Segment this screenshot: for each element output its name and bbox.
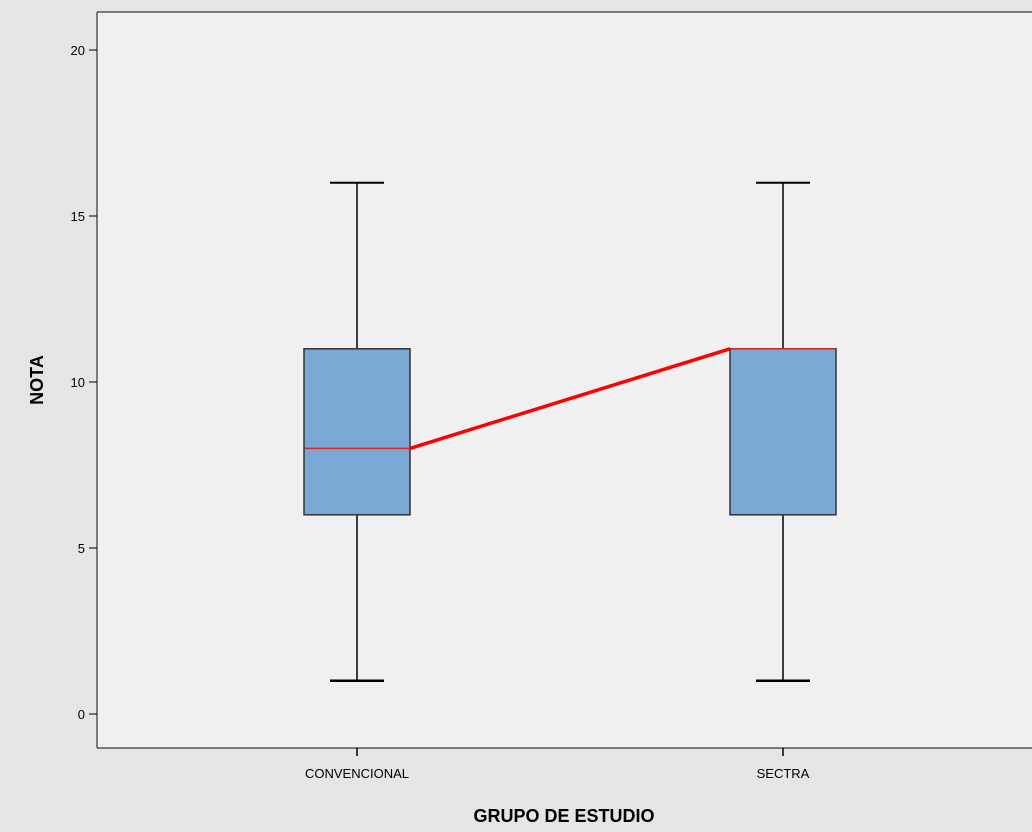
x-ticks: CONVENCIONAL SECTRA [305, 748, 810, 781]
x-tick-label: SECTRA [757, 766, 810, 781]
box-convencional [303, 181, 411, 683]
y-tick-label: 15 [71, 209, 85, 224]
plot-area [97, 12, 1032, 748]
box-sectra [729, 181, 837, 683]
y-tick-label: 10 [71, 375, 85, 390]
y-ticks: 0 5 10 15 20 [71, 43, 97, 722]
boxes [303, 181, 837, 683]
y-tick-label: 20 [71, 43, 85, 58]
median-connector-line [409, 347, 731, 451]
x-tick-label: CONVENCIONAL [305, 766, 409, 781]
x-axis-title: GRUPO DE ESTUDIO [473, 806, 654, 826]
y-tick-label: 5 [78, 541, 85, 556]
box-iqr [729, 348, 837, 516]
y-tick-label: 0 [78, 707, 85, 722]
box-iqr [303, 348, 411, 516]
median-connector [409, 347, 731, 451]
y-axis-title: NOTA [27, 355, 47, 405]
